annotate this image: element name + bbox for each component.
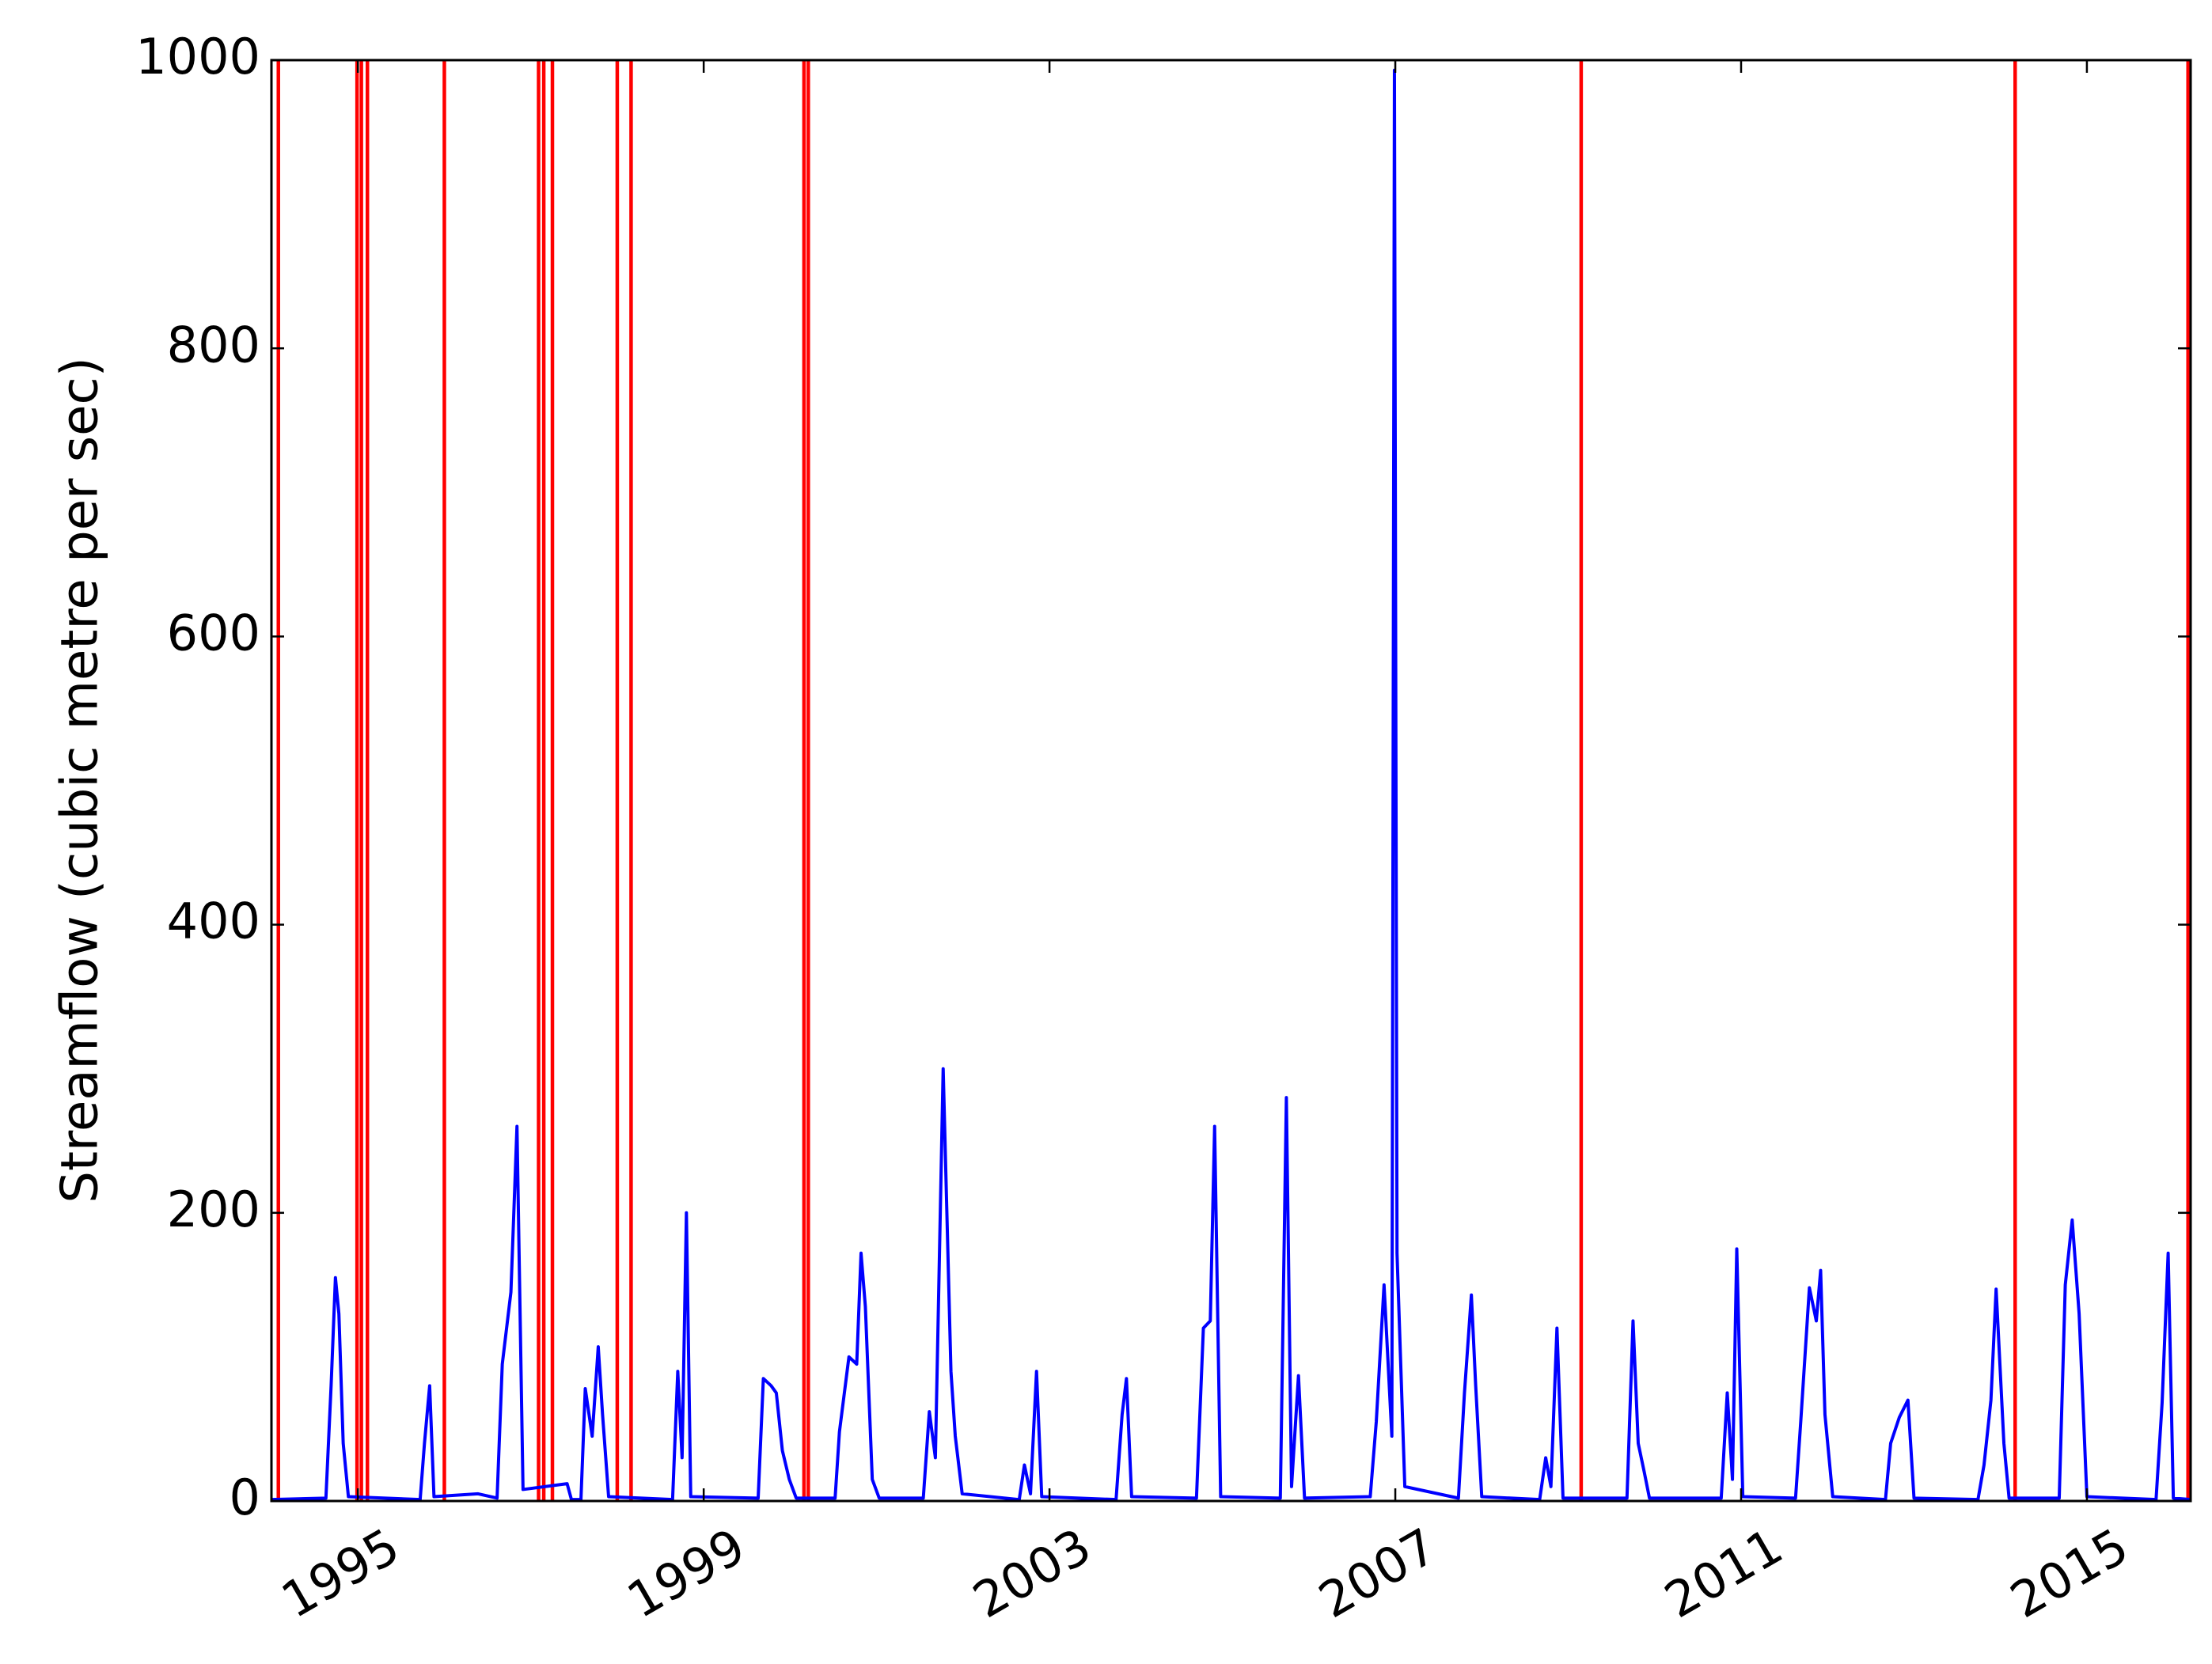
- y-tick-label: 800: [167, 316, 260, 373]
- x-tick-label: 2007: [1309, 1517, 1446, 1629]
- x-tick-label: 2011: [1655, 1517, 1792, 1629]
- y-tick-label: 400: [167, 893, 260, 950]
- streamflow-line: [271, 68, 2191, 1502]
- x-tick-label: 2003: [963, 1517, 1100, 1629]
- plot-frame: [270, 59, 2192, 1503]
- y-tick-label: 0: [230, 1469, 260, 1526]
- y-tick-label: 1000: [135, 28, 260, 85]
- x-tick-label: 2015: [2001, 1517, 2138, 1629]
- x-tick-label: 1999: [617, 1517, 754, 1629]
- y-tick-label: 200: [167, 1181, 260, 1238]
- y-tick-label: 600: [167, 604, 260, 661]
- x-tick-label: 1995: [271, 1517, 408, 1629]
- y-axis-label: Streamflow (cubic metre per sec): [51, 357, 110, 1203]
